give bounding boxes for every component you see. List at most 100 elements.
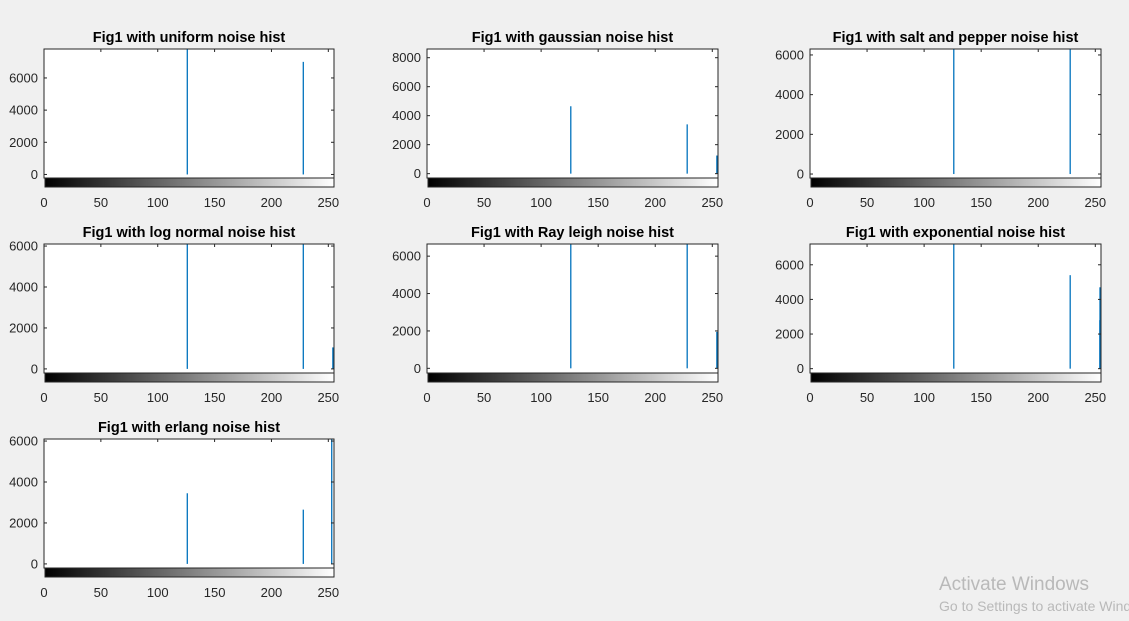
x-tick-label: 100 (147, 585, 169, 600)
x-tick-label: 200 (1027, 390, 1049, 405)
y-tick-label: 2000 (9, 135, 38, 150)
x-tick-label: 150 (970, 195, 992, 210)
axes-background (427, 49, 718, 178)
grayscale-colorbar (810, 177, 1102, 188)
x-tick-label: 50 (94, 390, 108, 405)
x-tick-label: 250 (1084, 195, 1106, 210)
axes-background (44, 439, 334, 568)
x-tick-label: 100 (530, 390, 552, 405)
y-tick-label: 0 (31, 167, 38, 182)
x-tick-label: 100 (147, 390, 169, 405)
x-tick-label: 200 (261, 390, 283, 405)
y-tick-label: 4000 (9, 475, 38, 490)
x-tick-label: 250 (317, 390, 339, 405)
x-tick-label: 200 (644, 390, 666, 405)
y-tick-label: 0 (414, 361, 421, 376)
y-tick-label: 2000 (392, 323, 421, 338)
x-tick-label: 200 (261, 195, 283, 210)
x-tick-label: 150 (970, 390, 992, 405)
y-tick-label: 6000 (775, 47, 804, 62)
subplot-7: 0 2000 4000 6000 0 50 100 150 200 250 Fig1 with er… (9, 420, 339, 600)
chart-title: Fig1 with uniform noise hist (93, 30, 286, 46)
grayscale-colorbar (44, 372, 335, 383)
x-tick-label: 50 (94, 195, 108, 210)
y-tick-label: 4000 (775, 292, 804, 307)
x-tick-label: 150 (587, 390, 609, 405)
axes-background (810, 49, 1101, 178)
x-tick-label: 100 (530, 195, 552, 210)
x-tick-label: 50 (477, 195, 491, 210)
x-tick-label: 100 (147, 195, 169, 210)
axes-background (44, 49, 334, 178)
y-tick-label: 4000 (9, 280, 38, 295)
activate-windows-subtitle: Go to Settings to activate Windows. (939, 598, 1129, 614)
x-tick-label: 0 (40, 195, 47, 210)
y-tick-label: 6000 (9, 239, 38, 254)
x-tick-label: 50 (860, 195, 874, 210)
subplot-2: 0 2000 4000 6000 8000 0 50 100 150 200 250 Fig1 wit… (392, 30, 723, 210)
chart-title: Fig1 with gaussian noise hist (472, 30, 674, 46)
chart-title: Fig1 with Ray leigh noise hist (471, 225, 674, 241)
x-tick-label: 0 (423, 390, 430, 405)
x-tick-label: 100 (913, 195, 935, 210)
axes-background (44, 244, 334, 373)
y-tick-label: 0 (414, 166, 421, 181)
x-tick-label: 0 (40, 390, 47, 405)
y-tick-label: 4000 (775, 87, 804, 102)
chart-title: Fig1 with erlang noise hist (98, 420, 280, 436)
chart-title: Fig1 with log normal noise hist (83, 225, 296, 241)
subplot-3: 0 2000 4000 6000 0 50 100 150 200 250 Fig1 with sa… (775, 30, 1106, 210)
x-tick-label: 200 (261, 585, 283, 600)
y-tick-label: 4000 (9, 103, 38, 118)
x-tick-label: 50 (477, 390, 491, 405)
y-tick-label: 4000 (392, 286, 421, 301)
x-tick-label: 200 (1027, 195, 1049, 210)
y-tick-label: 0 (31, 361, 38, 376)
subplot-5: 0 2000 4000 6000 0 50 100 150 200 250 Fig1 with Ra… (392, 225, 723, 405)
y-tick-label: 0 (797, 167, 804, 182)
grayscale-colorbar (810, 372, 1102, 383)
x-tick-label: 250 (317, 585, 339, 600)
activate-windows-title: Activate Windows (939, 574, 1089, 595)
subplot-6: 0 2000 4000 6000 0 50 100 150 200 250 Fig1 with ex… (775, 225, 1106, 405)
x-tick-label: 150 (587, 195, 609, 210)
y-tick-label: 6000 (392, 79, 421, 94)
grayscale-colorbar (44, 567, 335, 578)
x-tick-label: 200 (644, 195, 666, 210)
grayscale-colorbar (427, 372, 719, 383)
y-tick-label: 2000 (9, 320, 38, 335)
x-tick-label: 50 (860, 390, 874, 405)
y-tick-label: 6000 (9, 434, 38, 449)
x-tick-label: 150 (204, 585, 226, 600)
y-tick-label: 6000 (775, 257, 804, 272)
y-tick-label: 2000 (9, 515, 38, 530)
y-tick-label: 6000 (392, 249, 421, 264)
y-tick-label: 4000 (392, 108, 421, 123)
x-tick-label: 150 (204, 390, 226, 405)
axes-background (427, 244, 718, 373)
axes-background (810, 244, 1101, 373)
y-tick-label: 2000 (775, 127, 804, 142)
grayscale-colorbar (427, 177, 719, 188)
subplot-4: 0 2000 4000 6000 0 50 100 150 200 250 Fig1 with lo… (9, 225, 339, 405)
x-tick-label: 0 (423, 195, 430, 210)
y-tick-label: 2000 (392, 137, 421, 152)
x-tick-label: 250 (1084, 390, 1106, 405)
y-tick-label: 6000 (9, 70, 38, 85)
x-tick-label: 0 (40, 585, 47, 600)
chart-title: Fig1 with salt and pepper noise hist (833, 30, 1079, 46)
y-tick-label: 8000 (392, 50, 421, 65)
grayscale-colorbar (44, 177, 335, 188)
y-tick-label: 2000 (775, 327, 804, 342)
y-tick-label: 0 (797, 361, 804, 376)
x-tick-label: 250 (701, 390, 723, 405)
x-tick-label: 150 (204, 195, 226, 210)
x-tick-label: 0 (806, 390, 813, 405)
x-tick-label: 100 (913, 390, 935, 405)
y-tick-label: 0 (31, 556, 38, 571)
subplot-1: 0 2000 4000 6000 0 50 100 150 200 250 Fig1 with un… (9, 30, 339, 210)
x-tick-label: 250 (701, 195, 723, 210)
x-tick-label: 50 (94, 585, 108, 600)
x-tick-label: 0 (806, 195, 813, 210)
